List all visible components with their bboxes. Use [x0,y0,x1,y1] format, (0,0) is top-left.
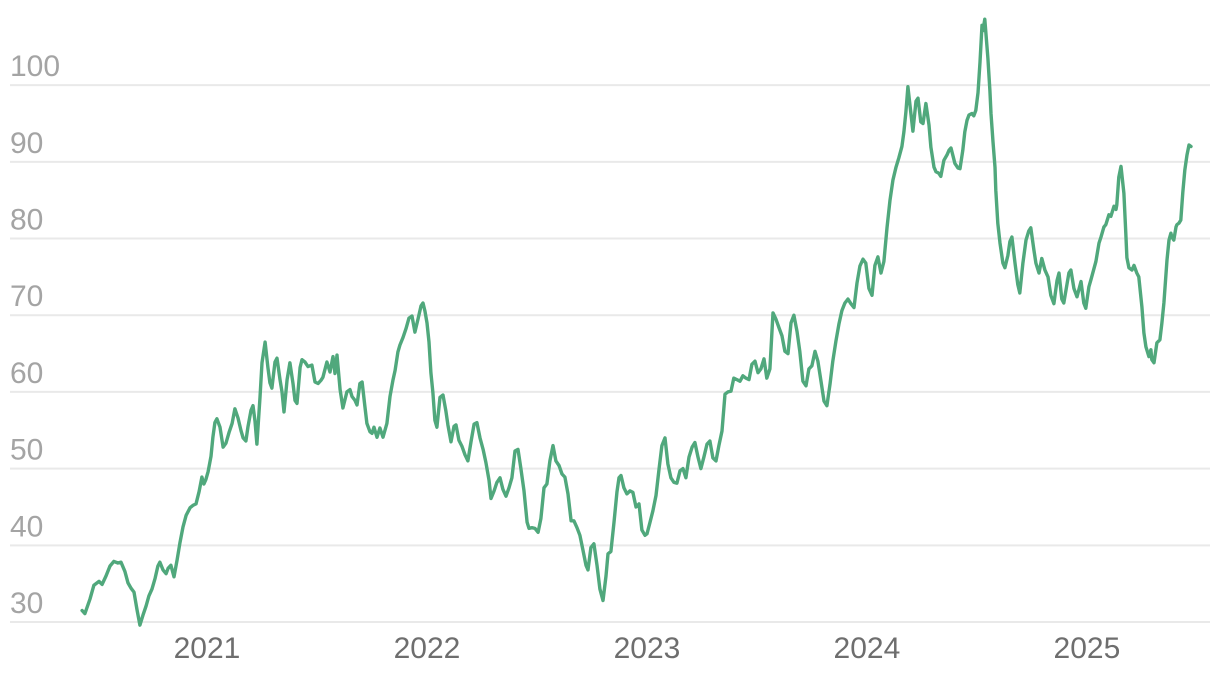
price-line-series [80,17,1193,627]
y-axis-tick-label: 90 [10,127,43,160]
x-axis-tick-label: 2025 [1054,632,1121,665]
y-axis-tick-label: 80 [10,204,43,237]
y-axis-tick-label: 60 [10,357,43,390]
y-axis-tick-label: 70 [10,280,43,313]
gridlines [10,84,1210,624]
x-axis-tick-label: 2021 [174,632,241,665]
x-axis-tick-label: 2023 [614,632,681,665]
y-axis-tick-label: 30 [10,587,43,620]
y-axis-tick-label: 50 [10,434,43,467]
y-axis-tick-label: 40 [10,510,43,543]
y-axis-labels: 30 40 50 60 70 80 90 100 [10,50,60,620]
y-axis-tick-label: 100 [10,50,60,83]
x-axis-labels: 2021 2022 2023 2024 2025 [174,632,1121,665]
x-axis-tick-label: 2022 [394,632,461,665]
x-axis-tick-label: 2024 [834,632,901,665]
